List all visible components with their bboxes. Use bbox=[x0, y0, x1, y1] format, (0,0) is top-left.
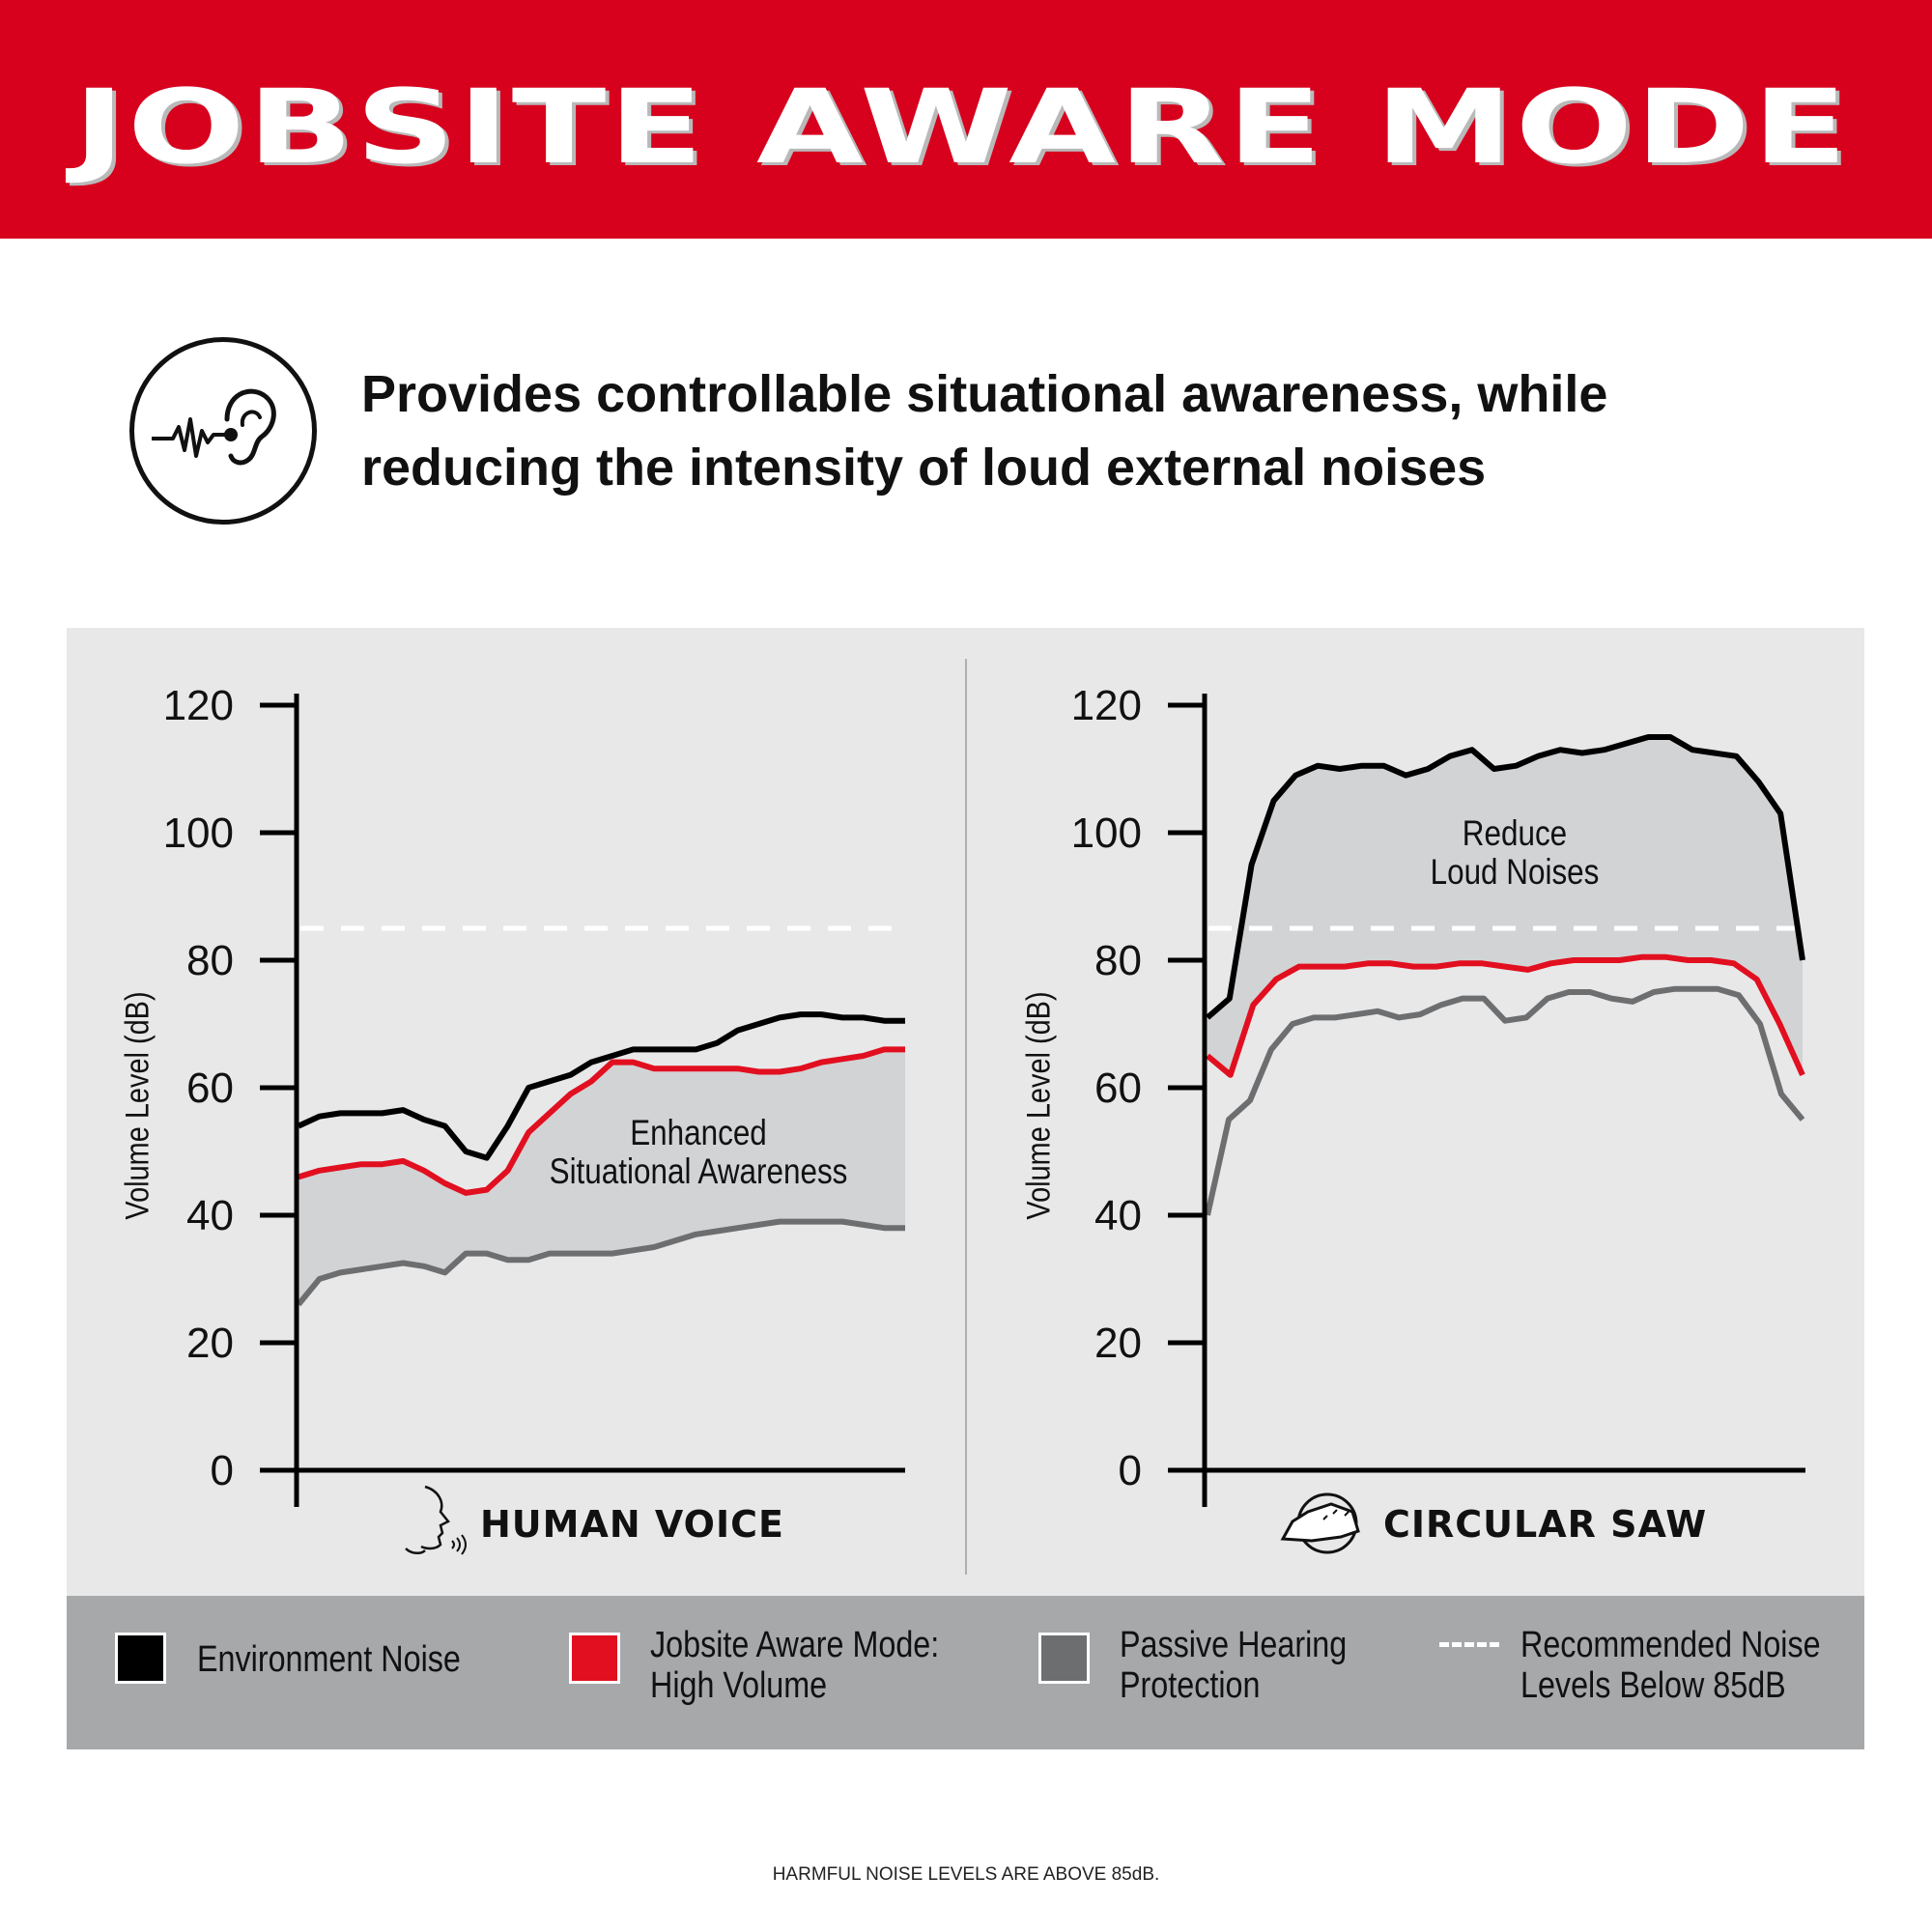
header-banner: JOBSITE AWARE MODE bbox=[0, 0, 1932, 239]
chart-annotation: Loud Noises bbox=[1431, 853, 1600, 893]
ear-sound-wave-icon bbox=[129, 337, 317, 525]
legend-swatch-passive bbox=[1038, 1633, 1090, 1684]
legend-swatch-environment bbox=[115, 1633, 166, 1684]
series-line-environment-noise bbox=[1206, 734, 1805, 1020]
category-label-voice: HUMAN VOICE bbox=[480, 1503, 784, 1546]
y-tick-label: 120 bbox=[163, 682, 234, 729]
legend-swatch-recommended bbox=[1439, 1642, 1499, 1647]
legend-item-jobsite-aware: Jobsite Aware Mode: High Volume bbox=[650, 1625, 939, 1706]
y-tick-label: 20 bbox=[186, 1320, 234, 1367]
subtitle-line-2: reducing the intensity of loud external … bbox=[361, 439, 1487, 497]
y-tick-label: 80 bbox=[1094, 937, 1142, 984]
y-axis-label-saw: Volume Level (dB) bbox=[1020, 991, 1058, 1220]
y-axis-label-voice: Volume Level (dB) bbox=[119, 991, 156, 1220]
series-line-jobsite-aware-mode-high-volume bbox=[298, 1046, 905, 1196]
y-tick-label: 40 bbox=[1094, 1192, 1142, 1239]
legend-item-passive: Passive Hearing Protection bbox=[1120, 1625, 1347, 1706]
y-tick-label: 20 bbox=[1094, 1320, 1142, 1367]
series-line-jobsite-aware-mode-high-volume bbox=[1206, 953, 1805, 1078]
series-line-passive-hearing-protection bbox=[296, 1218, 905, 1307]
chart-annotation: Enhanced bbox=[630, 1114, 767, 1153]
legend-text: Levels Below 85dB bbox=[1520, 1665, 1786, 1706]
y-tick-label: 60 bbox=[186, 1065, 234, 1112]
y-tick-label: 60 bbox=[1094, 1065, 1142, 1112]
circular-saw-icon bbox=[1273, 1483, 1374, 1565]
footer-note: HARMFUL NOISE LEVELS ARE ABOVE 85dB. bbox=[772, 1864, 1160, 1885]
shaded-band bbox=[1208, 737, 1803, 1075]
chart-divider bbox=[965, 659, 967, 1575]
legend-text: Environment Noise bbox=[197, 1639, 461, 1680]
series-line-environment-noise bbox=[297, 1011, 905, 1161]
shaded-band bbox=[298, 1049, 905, 1305]
page-title: JOBSITE AWARE MODE bbox=[73, 68, 1850, 186]
legend-swatch-jobsite-aware bbox=[569, 1633, 620, 1684]
subtitle-line-1: Provides controllable situational awaren… bbox=[361, 365, 1608, 423]
y-tick-label: 0 bbox=[1119, 1447, 1142, 1494]
y-tick-label: 80 bbox=[186, 937, 234, 984]
legend-text: High Volume bbox=[650, 1665, 828, 1706]
y-tick-label: 100 bbox=[163, 810, 234, 857]
y-tick-label: 40 bbox=[186, 1192, 234, 1239]
legend-item-recommended: Recommended Noise Levels Below 85dB bbox=[1520, 1625, 1821, 1706]
category-label-saw: CIRCULAR SAW bbox=[1383, 1503, 1708, 1546]
y-tick-label: 0 bbox=[211, 1447, 234, 1494]
legend: Environment Noise Jobsite Aware Mode: Hig… bbox=[67, 1596, 1864, 1749]
legend-text: Protection bbox=[1120, 1665, 1261, 1706]
legend-text: Recommended Noise bbox=[1520, 1625, 1821, 1665]
chart-annotation: Situational Awareness bbox=[550, 1152, 848, 1192]
chart-annotation: Reduce bbox=[1463, 814, 1567, 854]
y-tick-label: 120 bbox=[1071, 682, 1142, 729]
talking-face-icon bbox=[396, 1483, 473, 1565]
legend-item-environment: Environment Noise bbox=[197, 1639, 461, 1680]
y-tick-label: 100 bbox=[1071, 810, 1142, 857]
series-line-passive-hearing-protection bbox=[1205, 985, 1805, 1216]
legend-text: Jobsite Aware Mode: bbox=[650, 1625, 940, 1665]
legend-text: Passive Hearing bbox=[1120, 1625, 1348, 1665]
subtitle: Provides controllable situational awaren… bbox=[361, 357, 1907, 504]
